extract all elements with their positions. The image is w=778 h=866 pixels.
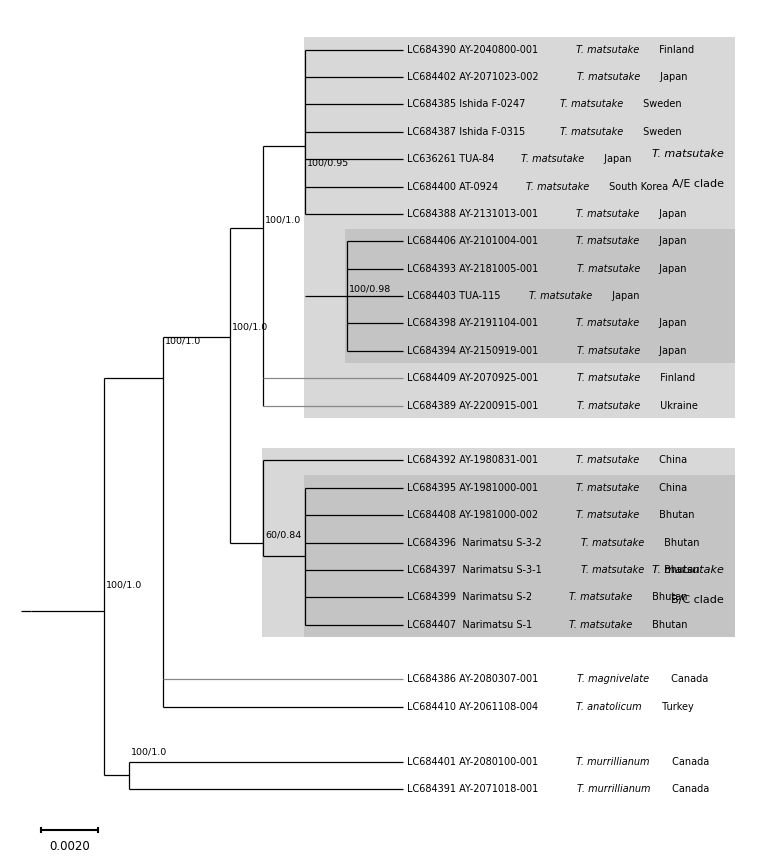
Text: LC684403 TUA-115: LC684403 TUA-115 [407, 291, 503, 301]
Text: LC684406 AY-2101004-001: LC684406 AY-2101004-001 [407, 236, 541, 246]
Text: LC684390 AY-2040800-001: LC684390 AY-2040800-001 [407, 45, 541, 55]
Bar [261, 448, 735, 637]
Text: 100/1.0: 100/1.0 [164, 336, 201, 346]
Text: Japan: Japan [657, 346, 687, 356]
Text: LC684401 AY-2080100-001: LC684401 AY-2080100-001 [407, 757, 541, 766]
Text: T. matsutake: T. matsutake [652, 565, 724, 575]
Bar [303, 475, 735, 637]
Text: A/E clade: A/E clade [672, 179, 724, 189]
Bar [345, 229, 735, 363]
Text: Bhutan: Bhutan [657, 510, 695, 520]
Text: T. matsutake: T. matsutake [581, 565, 644, 575]
Text: LC684392 AY-1980831-001: LC684392 AY-1980831-001 [407, 456, 541, 465]
Text: Ukraine: Ukraine [657, 401, 698, 410]
Text: Canada: Canada [668, 675, 708, 684]
Text: LC684407  Narimatsu S-1: LC684407 Narimatsu S-1 [407, 620, 534, 630]
Text: T. matsutake: T. matsutake [576, 401, 640, 410]
Text: China: China [657, 482, 688, 493]
Text: Sweden: Sweden [640, 100, 682, 109]
Text: 100/1.0: 100/1.0 [106, 580, 142, 589]
Text: T. matsutake: T. matsutake [529, 291, 592, 301]
Text: China: China [657, 456, 688, 465]
Text: 100/1.0: 100/1.0 [232, 323, 268, 332]
Text: Japan: Japan [657, 319, 687, 328]
Text: B/C clade: B/C clade [671, 595, 724, 605]
Text: Bhutan: Bhutan [649, 592, 687, 602]
Text: T. matsutake: T. matsutake [576, 482, 640, 493]
Text: LC684389 AY-2200915-001: LC684389 AY-2200915-001 [407, 401, 541, 410]
Text: Japan: Japan [657, 209, 687, 219]
Text: T. matsutake: T. matsutake [576, 346, 640, 356]
Text: LC684394 AY-2150919-001: LC684394 AY-2150919-001 [407, 346, 541, 356]
Text: Japan: Japan [657, 236, 687, 246]
Text: LC684402 AY-2071023-002: LC684402 AY-2071023-002 [407, 72, 541, 82]
Text: Bhutan: Bhutan [649, 620, 687, 630]
Text: Japan: Japan [657, 264, 687, 274]
Text: LC684395 AY-1981000-001: LC684395 AY-1981000-001 [407, 482, 541, 493]
Text: T. matsutake: T. matsutake [569, 592, 632, 602]
Text: T. matsutake: T. matsutake [560, 100, 623, 109]
Text: T. matsutake: T. matsutake [521, 154, 584, 165]
Text: T. matsutake: T. matsutake [576, 236, 640, 246]
Text: T. murrillianum: T. murrillianum [576, 784, 650, 794]
Text: T. magnivelate: T. magnivelate [576, 675, 649, 684]
Text: LC684398 AY-2191104-001: LC684398 AY-2191104-001 [407, 319, 541, 328]
Text: Canada: Canada [669, 784, 710, 794]
Text: 100/1.0: 100/1.0 [265, 216, 301, 225]
Text: 100/1.0: 100/1.0 [131, 747, 167, 756]
Text: LC684391 AY-2071018-001: LC684391 AY-2071018-001 [407, 784, 541, 794]
Text: T. anatolicum: T. anatolicum [576, 701, 642, 712]
Text: Bhutan: Bhutan [661, 538, 699, 547]
Text: Finland: Finland [657, 373, 695, 384]
Text: LC684386 AY-2080307-001: LC684386 AY-2080307-001 [407, 675, 541, 684]
Text: T. matsutake: T. matsutake [577, 72, 640, 82]
Text: Canada: Canada [669, 757, 710, 766]
Text: LC684397  Narimatsu S-3-1: LC684397 Narimatsu S-3-1 [407, 565, 545, 575]
Text: Japan: Japan [657, 72, 688, 82]
Text: Bhutan: Bhutan [661, 565, 699, 575]
Bar [303, 37, 735, 418]
Text: T. matsutake: T. matsutake [526, 182, 589, 191]
Text: T. matsutake: T. matsutake [569, 620, 632, 630]
Text: LC684396  Narimatsu S-3-2: LC684396 Narimatsu S-3-2 [407, 538, 545, 547]
Text: T. matsutake: T. matsutake [576, 456, 640, 465]
Text: T. matsutake: T. matsutake [560, 126, 623, 137]
Text: T. matsutake: T. matsutake [576, 45, 640, 55]
Text: LC684409 AY-2070925-001: LC684409 AY-2070925-001 [407, 373, 541, 384]
Text: LC684393 AY-2181005-001: LC684393 AY-2181005-001 [407, 264, 541, 274]
Text: LC684387 Ishida F-0315: LC684387 Ishida F-0315 [407, 126, 528, 137]
Text: South Korea: South Korea [606, 182, 668, 191]
Text: 60/0.84: 60/0.84 [265, 531, 301, 540]
Text: 100/0.98: 100/0.98 [349, 284, 391, 294]
Text: LC684400 AT-0924: LC684400 AT-0924 [407, 182, 501, 191]
Text: Japan: Japan [608, 291, 640, 301]
Text: LC684399  Narimatsu S-2: LC684399 Narimatsu S-2 [407, 592, 534, 602]
Text: LC684408 AY-1981000-002: LC684408 AY-1981000-002 [407, 510, 541, 520]
Text: T. matsutake: T. matsutake [576, 373, 640, 384]
Text: T. murrillianum: T. murrillianum [576, 757, 650, 766]
Text: T. matsutake: T. matsutake [576, 264, 640, 274]
Text: Japan: Japan [601, 154, 632, 165]
Text: T. matsutake: T. matsutake [576, 209, 640, 219]
Text: 0.0020: 0.0020 [50, 839, 90, 852]
Text: Finland: Finland [657, 45, 695, 55]
Text: LC684385 Ishida F-0247: LC684385 Ishida F-0247 [407, 100, 528, 109]
Text: T. matsutake: T. matsutake [581, 538, 644, 547]
Text: T. matsutake: T. matsutake [652, 149, 724, 158]
Text: LC684388 AY-2131013-001: LC684388 AY-2131013-001 [407, 209, 541, 219]
Text: T. matsutake: T. matsutake [576, 510, 640, 520]
Text: 100/0.95: 100/0.95 [307, 158, 349, 167]
Text: LC636261 TUA-84: LC636261 TUA-84 [407, 154, 497, 165]
Text: Sweden: Sweden [640, 126, 682, 137]
Text: Turkey: Turkey [659, 701, 694, 712]
Text: LC684410 AY-2061108-004: LC684410 AY-2061108-004 [407, 701, 541, 712]
Text: T. matsutake: T. matsutake [576, 319, 640, 328]
